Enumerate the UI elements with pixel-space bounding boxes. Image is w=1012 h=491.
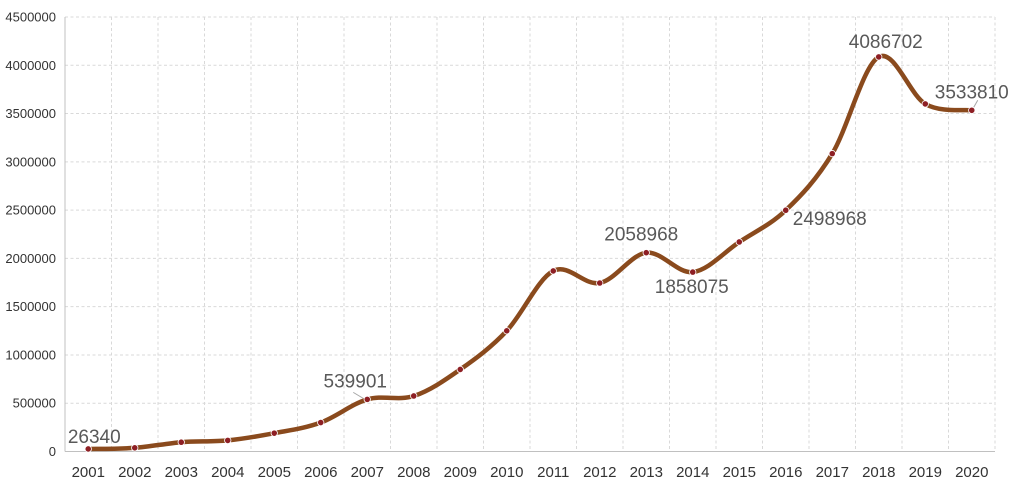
data-point-marker <box>456 365 464 374</box>
y-tick-label: 0 <box>49 444 56 459</box>
x-tick-label: 2016 <box>769 464 802 481</box>
data-label: 4086702 <box>849 32 923 53</box>
x-tick-label: 2010 <box>490 464 523 481</box>
y-tick-label: 500000 <box>13 396 56 411</box>
x-tick-label: 2006 <box>304 464 337 481</box>
x-tick-label: 2014 <box>676 464 709 481</box>
data-point-marker <box>503 327 511 335</box>
data-label: 2498968 <box>793 209 867 230</box>
y-tick-label: 1000000 <box>5 347 56 362</box>
data-point-marker <box>549 267 557 275</box>
x-tick-label: 2011 <box>537 464 569 481</box>
data-point-marker <box>921 100 929 108</box>
x-tick-label: 2020 <box>955 464 988 481</box>
x-tick-label: 2004 <box>211 464 244 481</box>
x-tick-label: 2007 <box>351 464 384 481</box>
x-tick-label: 2005 <box>258 464 291 481</box>
series-line <box>86 53 975 452</box>
x-tick-label: 2009 <box>444 464 477 481</box>
y-tick-label: 2500000 <box>5 203 56 218</box>
x-tick-label: 2013 <box>630 464 663 481</box>
y-tick-label: 1500000 <box>5 299 56 314</box>
y-tick-label: 3500000 <box>5 106 56 121</box>
data-label: 3533810 <box>935 82 1009 103</box>
x-tick-label: 2017 <box>816 464 849 481</box>
data-point-marker <box>317 418 325 427</box>
data-point-marker <box>782 206 790 214</box>
data-point-marker <box>828 150 836 158</box>
y-tick-label: 2000000 <box>5 251 56 266</box>
data-point-marker <box>968 106 976 114</box>
x-tick-label: 2008 <box>397 464 430 481</box>
data-label-leader-line <box>973 100 979 108</box>
data-point-marker <box>689 268 697 276</box>
x-tick-label: 2002 <box>118 464 151 481</box>
data-point-marker <box>735 238 743 246</box>
data-point-marker <box>596 279 604 287</box>
data-point-marker <box>177 438 185 446</box>
data-label: 1858075 <box>655 277 729 298</box>
data-point-marker <box>410 392 418 400</box>
data-point-marker <box>224 436 232 444</box>
y-tick-label: 3000000 <box>5 154 56 169</box>
y-tick-label: 4500000 <box>5 10 56 25</box>
data-point-marker <box>875 53 883 61</box>
data-label: 2058968 <box>604 225 678 246</box>
x-tick-label: 2019 <box>909 464 942 481</box>
data-point-marker <box>363 395 371 403</box>
data-label: 26340 <box>68 427 121 448</box>
data-point-marker <box>84 445 92 453</box>
data-point-marker <box>270 429 278 437</box>
x-tick-label: 2001 <box>72 464 105 481</box>
y-tick-label: 4000000 <box>5 58 56 73</box>
x-tick-label: 2018 <box>862 464 895 481</box>
x-tick-label: 2003 <box>165 464 198 481</box>
data-label-leader-line <box>352 391 364 399</box>
data-point-marker <box>642 249 650 257</box>
data-label: 539901 <box>324 371 387 392</box>
x-tick-label: 2012 <box>583 464 616 481</box>
x-tick-label: 2015 <box>723 464 756 481</box>
data-point-marker <box>131 444 139 452</box>
